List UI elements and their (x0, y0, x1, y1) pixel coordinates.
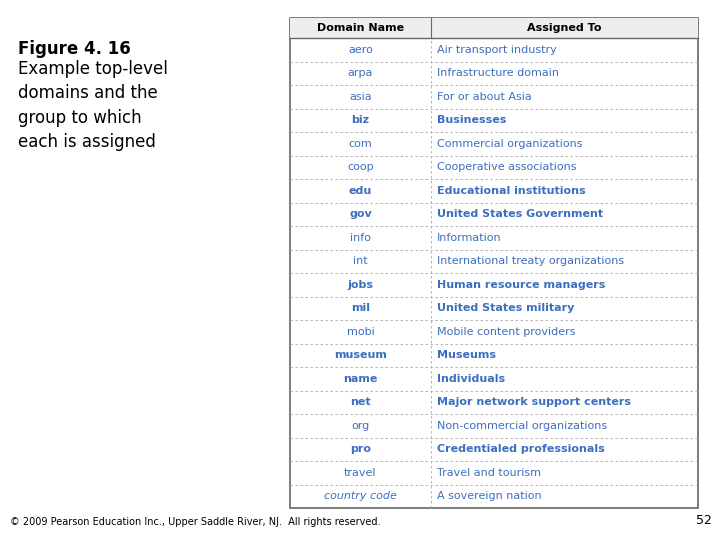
Text: Domain Name: Domain Name (317, 23, 404, 33)
Text: Cooperative associations: Cooperative associations (437, 162, 576, 172)
Text: Non-commercial organizations: Non-commercial organizations (437, 421, 607, 431)
Text: travel: travel (344, 468, 377, 478)
Bar (290, 18, 698, 38)
Text: mil: mil (351, 303, 370, 313)
Text: Individuals: Individuals (437, 374, 505, 384)
Text: Major network support centers: Major network support centers (437, 397, 631, 407)
Text: Figure 4. 16: Figure 4. 16 (18, 40, 131, 58)
Text: Credentialed professionals: Credentialed professionals (437, 444, 605, 454)
Text: Infrastructure domain: Infrastructure domain (437, 68, 559, 78)
Text: org: org (351, 421, 369, 431)
Text: For or about Asia: For or about Asia (437, 92, 531, 102)
Text: arpa: arpa (348, 68, 373, 78)
Text: museum: museum (334, 350, 387, 360)
Text: name: name (343, 374, 377, 384)
Text: biz: biz (351, 115, 369, 125)
Text: net: net (350, 397, 371, 407)
Text: Businesses: Businesses (437, 115, 506, 125)
Text: Travel and tourism: Travel and tourism (437, 468, 541, 478)
Text: Example top-level
domains and the
group to which
each is assigned: Example top-level domains and the group … (18, 60, 168, 151)
Text: info: info (350, 233, 371, 243)
Text: coop: coop (347, 162, 374, 172)
Text: A sovereign nation: A sovereign nation (437, 491, 541, 501)
Text: Commercial organizations: Commercial organizations (437, 139, 582, 148)
Text: Assigned To: Assigned To (527, 23, 602, 33)
Text: © 2009 Pearson Education Inc., Upper Saddle River, NJ.  All rights reserved.: © 2009 Pearson Education Inc., Upper Sad… (10, 517, 380, 527)
Text: International treaty organizations: International treaty organizations (437, 256, 624, 266)
Text: Information: Information (437, 233, 501, 243)
Text: United States Government: United States Government (437, 209, 603, 219)
Bar (290, 18, 698, 508)
Text: 52: 52 (696, 514, 712, 527)
Text: int: int (353, 256, 368, 266)
Text: asia: asia (349, 92, 372, 102)
Text: Mobile content providers: Mobile content providers (437, 327, 575, 337)
Text: Air transport industry: Air transport industry (437, 45, 557, 55)
Text: Educational institutions: Educational institutions (437, 186, 585, 195)
Text: aero: aero (348, 45, 373, 55)
Text: jobs: jobs (347, 280, 374, 290)
Text: Human resource managers: Human resource managers (437, 280, 605, 290)
Text: gov: gov (349, 209, 372, 219)
Text: com: com (348, 139, 372, 148)
Text: United States military: United States military (437, 303, 574, 313)
Text: edu: edu (348, 186, 372, 195)
Text: pro: pro (350, 444, 371, 454)
Text: mobi: mobi (346, 327, 374, 337)
Text: country code: country code (324, 491, 397, 501)
Text: Museums: Museums (437, 350, 496, 360)
